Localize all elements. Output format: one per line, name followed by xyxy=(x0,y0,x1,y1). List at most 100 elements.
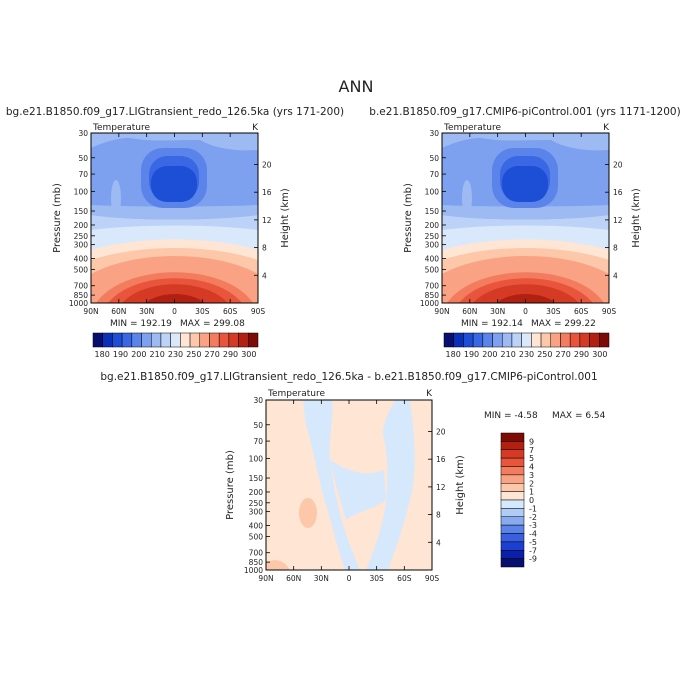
panel-1-colorbar-swatch xyxy=(160,332,171,348)
panel-1-height-tick-label: 4 xyxy=(262,271,267,280)
panel-2-colorbar-swatch xyxy=(443,332,454,348)
panel-1-lat-tick-label: 0 xyxy=(172,307,177,316)
panel-1-pressure-tick-label: 1000 xyxy=(69,299,88,308)
panel-2-pressure-tick-label: 30 xyxy=(429,129,439,138)
panel-2-lat-tick-label: 0 xyxy=(523,307,528,316)
panel-2-height-tick-label: 8 xyxy=(613,244,618,253)
panel-1-units: K xyxy=(252,123,259,133)
panel-2-units: K xyxy=(603,123,610,133)
panel-1-contour-field xyxy=(91,133,258,303)
panel-2-colorbar-label: 290 xyxy=(574,350,589,359)
panel-2-colorbar-label: 180 xyxy=(446,350,461,359)
panel-3-min-label: MIN = -4.58 xyxy=(484,411,538,421)
panel-2-pressure-tick-label: 100 xyxy=(425,187,440,196)
panel-3-colorbar-swatch xyxy=(500,499,525,509)
panel-2-pressure-tick-label: 700 xyxy=(425,282,440,291)
panel-3-colorbar-label: -3 xyxy=(529,521,537,530)
panel-2-colorbar-swatch xyxy=(569,332,581,348)
panel-3-lat-tick-label: 60N xyxy=(286,574,301,583)
panel-3-lat-tick-label: 90N xyxy=(258,574,273,583)
panel-1-colorbar-label: 250 xyxy=(186,350,201,359)
panel-1-min-label: MIN = 192.19 xyxy=(110,319,172,329)
panel-3-colorbar-label: -4 xyxy=(529,530,537,539)
panel-1-lat-tick-label: 30S xyxy=(195,307,210,316)
panel-2-title: b.e21.B1850.f09_g17.CMIP6-piControl.001 … xyxy=(369,106,680,118)
panel-1-pressure-tick-label: 70 xyxy=(78,170,88,179)
panel-3-ylabel: Pressure (mb) xyxy=(225,450,236,520)
panel-1-colorbar-swatch xyxy=(238,332,249,348)
panel-3-colorbar-swatch xyxy=(500,483,525,492)
panel-1-colorbar-swatch xyxy=(180,332,191,348)
panel-3-colorbar-label: 4 xyxy=(529,463,534,472)
panel-3-height-tick-label: 4 xyxy=(436,538,441,547)
panel-1-pressure-tick-label: 200 xyxy=(74,221,89,230)
panel-3-colorbar-label: 2 xyxy=(529,479,534,488)
panel-2-colorbar-swatch xyxy=(589,332,600,348)
panel-1-pressure-tick-label: 50 xyxy=(78,154,88,163)
panel-1-pressure-tick-label: 250 xyxy=(74,232,89,241)
panel-1-colorbar-swatch xyxy=(248,332,259,348)
panel-2-colorbar-swatch xyxy=(521,332,532,348)
panel-2-min-label: MIN = 192.14 xyxy=(461,319,523,329)
panel-1-height-tick-label: 20 xyxy=(262,160,272,169)
panel-3-colorbar-swatch xyxy=(500,457,525,467)
panel-2-ylabel: Pressure (mb) xyxy=(403,183,414,253)
panel-3-colorbar-swatch xyxy=(500,516,525,526)
panel-3-pressure-tick-label: 1000 xyxy=(244,566,263,575)
panel-2-colorbar-label: 190 xyxy=(464,350,479,359)
panel-2-lat-tick-label: 30S xyxy=(546,307,561,316)
panel-2-lat-tick-label: 90N xyxy=(434,307,449,316)
panel-2-lat-tick-label: 30N xyxy=(490,307,505,316)
panel-1-colorbar-label: 290 xyxy=(223,350,238,359)
panel-2-pressure-tick-label: 250 xyxy=(425,232,440,241)
panel-1-lat-tick-label: 60S xyxy=(223,307,238,316)
panel-3-contour-field xyxy=(266,400,432,570)
panel-3-colorbar-label: -9 xyxy=(529,555,537,564)
panel-2-pressure-tick-label: 70 xyxy=(429,170,439,179)
panel-3-lat-tick-label: 30S xyxy=(370,574,385,583)
panel-2-pressure-tick-label: 850 xyxy=(425,291,440,300)
panel-1-colorbar-swatch xyxy=(102,332,113,348)
panel-3-pressure-tick-label: 30 xyxy=(253,396,263,405)
panel-3-colorbar-label: 5 xyxy=(529,454,534,463)
panel-1-ylabel: Pressure (mb) xyxy=(52,183,63,253)
panel-1-colorbar-label: 180 xyxy=(95,350,110,359)
panel-3-colorbar-label: 0 xyxy=(529,496,534,505)
panel-2-pressure-tick-label: 150 xyxy=(425,207,440,216)
panel-3-height-tick-label: 12 xyxy=(436,483,446,492)
panel-2-height-tick-label: 12 xyxy=(613,216,623,225)
panel-3-pressure-tick-label: 50 xyxy=(253,421,263,430)
panel-2-colorbar-label: 300 xyxy=(592,350,607,359)
panel-2-colorbar-label: 210 xyxy=(501,350,516,359)
panel-3-colorbar-label: 9 xyxy=(529,437,534,446)
panel-1-colorbar-swatch xyxy=(170,332,181,348)
panel-3-colorbar-swatch xyxy=(500,441,525,450)
panel-1-colorbar-label: 300 xyxy=(241,350,256,359)
panel-3-colorbar-swatch xyxy=(500,508,525,517)
panel-1-colorbar: 180 190 200 210 230 250 270 290 300 xyxy=(92,332,259,359)
panel-1-height-tick-label: 12 xyxy=(262,216,272,225)
panel-3-colorbar-swatch xyxy=(500,466,525,476)
panel-3-colorbar-swatch xyxy=(500,550,525,559)
panel-1-colorbar-swatch xyxy=(209,332,220,348)
panel-1-axes: 3050701001502002503004005007008501000481… xyxy=(69,129,272,316)
panel-1-lat-tick-label: 60N xyxy=(111,307,126,316)
panel-2-colorbar-swatch xyxy=(472,332,484,348)
panel-2-colorbar-swatch xyxy=(492,332,503,348)
panel-3-max-label: MAX = 6.54 xyxy=(552,411,606,421)
panel-3-pressure-tick-label: 400 xyxy=(249,522,264,531)
panel-3-colorbar-swatch xyxy=(500,533,525,543)
panel-1-colorbar-swatch xyxy=(150,332,162,348)
panel-1-pressure-tick-label: 150 xyxy=(74,207,89,216)
panel-2-colorbar-swatch xyxy=(511,332,522,348)
panel-1-pressure-tick-label: 300 xyxy=(74,241,89,250)
panel-3-y2label: Height (km) xyxy=(455,455,466,515)
panel-1-variable: Temperature xyxy=(92,123,150,133)
panel-3-colorbar-swatch xyxy=(500,524,525,534)
panel-2-colorbar-label: 250 xyxy=(537,350,552,359)
panel-3-lat-tick-label: 90S xyxy=(425,574,440,583)
page-title: ANN xyxy=(339,77,374,96)
panel-3-height-tick-label: 20 xyxy=(436,427,446,436)
panel-1-lat-tick-label: 90N xyxy=(83,307,98,316)
